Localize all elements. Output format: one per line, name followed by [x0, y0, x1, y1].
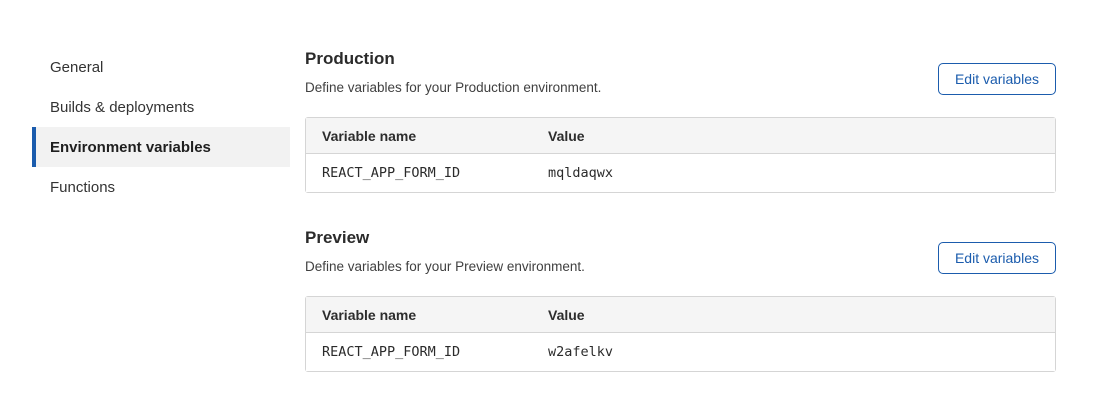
production-section: Production Define variables for your Pro… — [305, 47, 1056, 193]
column-header-variable-name: Variable name — [306, 118, 532, 154]
table-header-row: Variable name Value — [306, 118, 1055, 154]
production-variables-table: Variable name Value REACT_APP_FORM_ID mq… — [305, 117, 1056, 193]
variable-value-cell: w2afelkv — [532, 333, 1055, 371]
table-header-row: Variable name Value — [306, 297, 1055, 333]
column-header-variable-name: Variable name — [306, 297, 532, 333]
variable-name-cell: REACT_APP_FORM_ID — [306, 154, 532, 192]
edit-variables-button-production[interactable]: Edit variables — [937, 63, 1056, 95]
sidebar-item-builds-deployments[interactable]: Builds & deployments — [50, 98, 195, 116]
environment-variables-panel: Production Define variables for your Pro… — [305, 47, 1056, 372]
variable-name-cell: REACT_APP_FORM_ID — [306, 333, 532, 371]
table-row: REACT_APP_FORM_ID mqldaqwx — [306, 154, 1055, 192]
preview-section: Preview Define variables for your Previe… — [305, 226, 1056, 372]
sidebar-item-general[interactable]: General — [50, 58, 104, 76]
preview-section-title: Preview — [305, 228, 370, 247]
sidebar-item-environment-variables[interactable]: Environment variables — [32, 127, 290, 167]
production-section-title: Production — [305, 49, 395, 68]
preview-section-description: Define variables for your Preview enviro… — [305, 259, 585, 274]
table-row: REACT_APP_FORM_ID w2afelkv — [306, 333, 1055, 371]
variable-value-cell: mqldaqwx — [532, 154, 1055, 192]
edit-variables-button-preview[interactable]: Edit variables — [937, 242, 1056, 274]
sidebar-item-functions[interactable]: Functions — [50, 178, 116, 196]
column-header-value: Value — [532, 297, 1055, 333]
settings-sidebar: General Builds & deployments Environment… — [32, 47, 290, 207]
column-header-value: Value — [532, 118, 1055, 154]
production-section-description: Define variables for your Production env… — [305, 80, 602, 95]
preview-variables-table: Variable name Value REACT_APP_FORM_ID w2… — [305, 296, 1056, 372]
